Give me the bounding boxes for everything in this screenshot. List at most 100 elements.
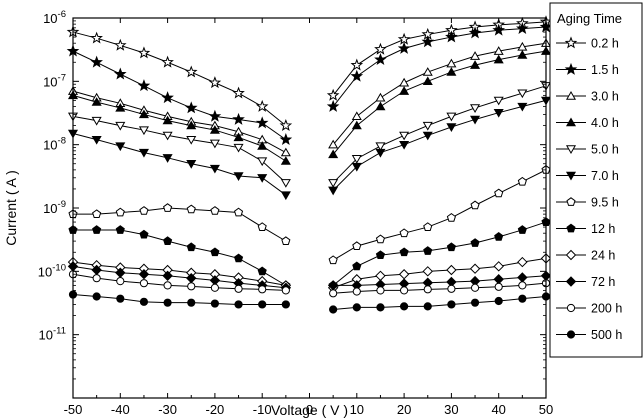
data-point: [399, 131, 410, 141]
series-line: [72, 265, 286, 289]
data-point: [255, 99, 269, 112]
data-point: [352, 303, 361, 312]
data-point: [422, 67, 433, 76]
data-point: [137, 79, 151, 92]
legend-item: 9.5 h: [556, 196, 619, 210]
data-point: [421, 35, 435, 48]
data-point: [517, 102, 528, 112]
data-point: [397, 41, 411, 54]
data-point: [257, 141, 268, 150]
y-tick-label: 10-8: [43, 136, 66, 153]
x-tick-label: 50: [539, 402, 553, 417]
data-point: [234, 284, 243, 293]
legend-marker: [565, 249, 577, 261]
data-point: [138, 109, 149, 119]
x-tick-label: -50: [64, 402, 83, 417]
data-point: [186, 135, 197, 145]
data-point: [281, 236, 291, 246]
series-7-0-h: [67, 96, 552, 201]
data-point: [90, 55, 103, 68]
data-point: [210, 283, 219, 292]
data-point: [422, 76, 433, 86]
x-tick-label: -10: [253, 402, 272, 417]
data-point: [493, 96, 504, 106]
y-tick-label: 10-6: [43, 9, 66, 26]
series-12-h: [68, 217, 551, 290]
data-point: [399, 228, 409, 238]
legend-marker: [564, 36, 578, 49]
data-point: [90, 31, 103, 44]
data-point: [470, 115, 481, 125]
legend-marker: [566, 223, 576, 233]
data-point: [469, 263, 481, 274]
legend-marker: [565, 145, 577, 154]
data-point: [280, 179, 291, 188]
data-point: [470, 104, 481, 113]
data-point: [399, 140, 410, 150]
series-9-5-h: [68, 165, 551, 265]
legend-marker: [566, 197, 576, 206]
data-point: [92, 209, 102, 219]
data-point: [280, 191, 291, 201]
data-point: [233, 207, 244, 217]
data-point: [350, 69, 364, 82]
data-point: [326, 88, 340, 101]
data-point: [208, 76, 222, 89]
data-point: [375, 142, 386, 152]
data-point: [281, 286, 290, 295]
legend-marker: [566, 303, 576, 313]
data-point: [279, 118, 293, 131]
legend-label: 1.5 h: [591, 63, 619, 77]
data-point: [163, 298, 172, 307]
data-point: [138, 148, 149, 158]
data-point: [375, 234, 386, 244]
data-point: [137, 46, 151, 59]
data-point: [163, 281, 172, 290]
legend-label: 200 h: [591, 302, 622, 316]
legend-item: 12 h: [556, 222, 615, 236]
data-point: [234, 300, 243, 309]
x-tick-label: 40: [491, 402, 505, 417]
legend-item: 0.2 h: [556, 36, 619, 51]
series-line: [72, 273, 286, 291]
data-point: [517, 225, 527, 234]
data-point: [163, 203, 173, 212]
data-point: [447, 284, 456, 293]
data-point: [493, 54, 504, 64]
data-point: [400, 286, 409, 295]
data-point: [257, 266, 267, 276]
data-point: [446, 67, 457, 76]
data-point: [257, 174, 268, 183]
data-point: [422, 266, 433, 277]
series-line: [332, 42, 547, 145]
data-point: [184, 65, 198, 78]
series-line: [332, 50, 547, 155]
x-tick-label: -30: [158, 402, 177, 417]
y-axis-title: Current ( A ): [3, 170, 19, 245]
data-point: [92, 292, 101, 301]
series-line: [73, 229, 287, 286]
data-point: [350, 58, 364, 71]
data-point: [494, 296, 503, 306]
legend-title: Aging Time: [557, 11, 622, 26]
data-point: [375, 250, 386, 260]
data-point: [493, 46, 504, 55]
data-point: [328, 255, 338, 265]
data-point: [115, 102, 126, 112]
series-line: [332, 257, 547, 289]
data-point: [493, 274, 504, 285]
data-point: [186, 272, 197, 284]
data-point: [352, 261, 362, 271]
legend-box: [549, 2, 643, 358]
series-line: [72, 50, 287, 141]
data-point: [397, 32, 411, 45]
data-point: [326, 99, 340, 112]
data-point: [186, 242, 196, 252]
data-point: [161, 55, 174, 68]
data-point: [423, 285, 432, 294]
data-point: [280, 156, 291, 165]
data-point: [139, 206, 149, 215]
data-point: [375, 92, 386, 102]
data-point: [445, 30, 458, 43]
series-line: [333, 296, 547, 310]
